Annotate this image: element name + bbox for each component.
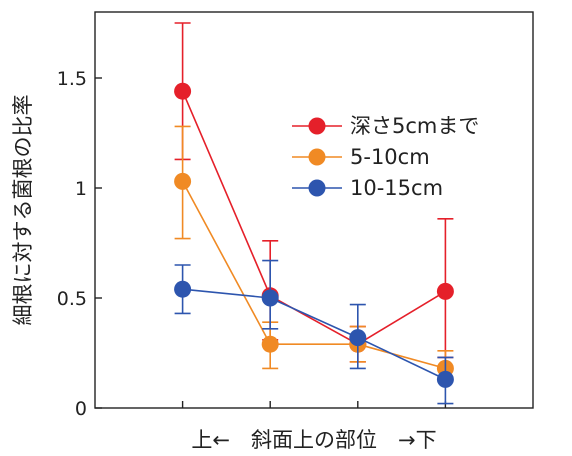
y-tick-label: 1.5 xyxy=(57,68,87,90)
data-point xyxy=(261,289,279,307)
plot-frame xyxy=(94,11,534,409)
legend-label: 5-10cm xyxy=(350,145,430,169)
legend-item: 5-10cm xyxy=(292,145,430,169)
data-point xyxy=(436,370,454,388)
legend-label: 深さ5cmまで xyxy=(350,114,479,138)
y-tick-label: 0.5 xyxy=(57,288,87,310)
legend-item: 10-15cm xyxy=(292,176,443,200)
data-point xyxy=(174,280,192,298)
series-line xyxy=(181,181,446,370)
legend-marker xyxy=(308,148,326,166)
legend-marker xyxy=(308,117,326,135)
x-axis-title: 上← 斜面上の部位 →下 xyxy=(191,428,436,452)
y-tick-label: 1 xyxy=(75,178,87,200)
data-point xyxy=(436,282,454,300)
data-point xyxy=(174,82,192,100)
legend-label: 10-15cm xyxy=(350,176,443,200)
y-axis: 0 0.5 1 1.5 xyxy=(57,68,102,420)
series-layer xyxy=(174,22,454,405)
series-line xyxy=(181,90,446,346)
legend: 深さ5cmまで 5-10cm 10-15cm xyxy=(292,114,479,200)
data-point xyxy=(261,335,279,353)
y-axis-title: 細根に対する菌根の比率 xyxy=(11,95,35,326)
y-tick-label: 0 xyxy=(75,398,87,420)
x-axis xyxy=(181,401,447,408)
legend-marker xyxy=(308,179,326,197)
data-point xyxy=(349,329,367,347)
data-point xyxy=(174,172,192,190)
series-line xyxy=(182,288,446,381)
series-3 xyxy=(174,259,454,405)
legend-item: 深さ5cmまで xyxy=(292,114,479,138)
